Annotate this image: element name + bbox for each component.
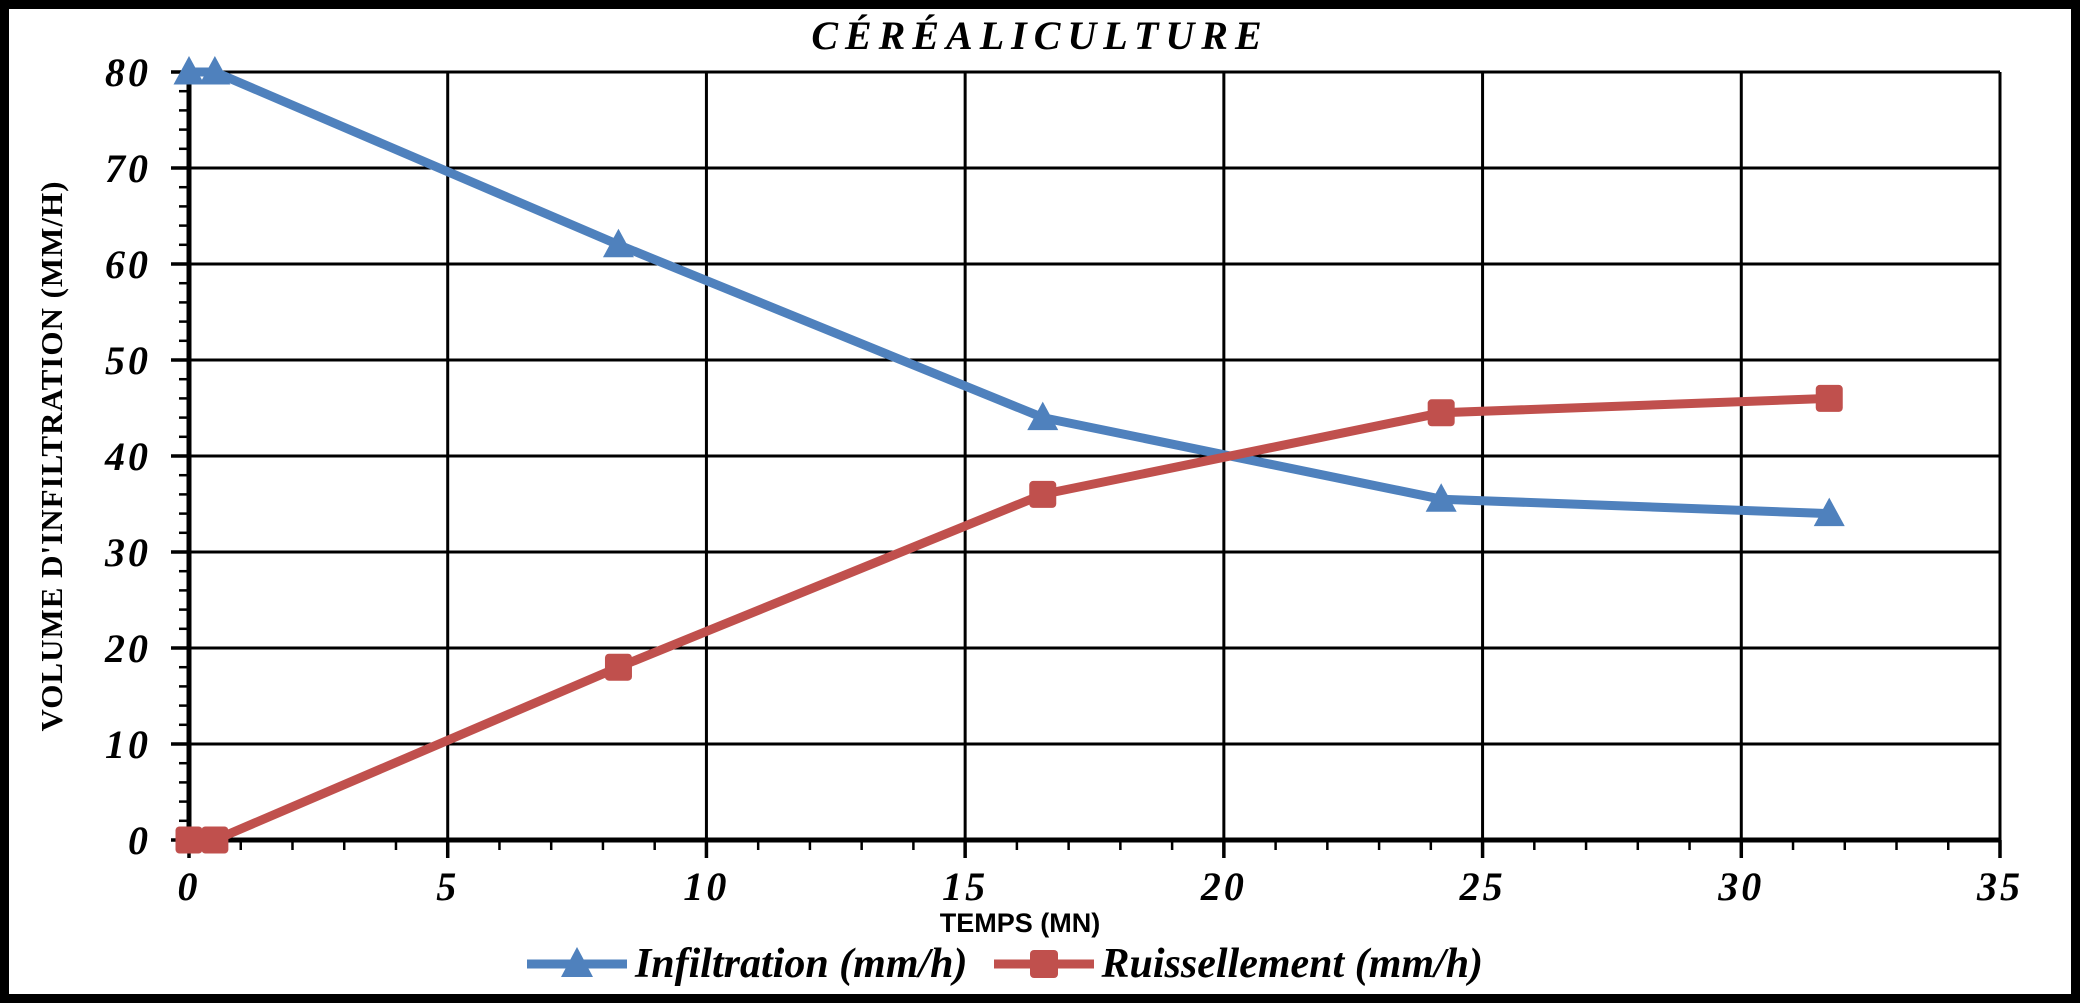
svg-text:30: 30: [1717, 864, 1764, 909]
svg-text:20: 20: [104, 626, 151, 671]
svg-text:5: 5: [436, 864, 459, 909]
legend-item-ruissellement: Ruissellement (mm/h): [993, 940, 1484, 988]
legend-item-infiltration: Infiltration (mm/h): [526, 940, 968, 988]
svg-text:0: 0: [178, 864, 201, 909]
svg-text:0: 0: [128, 818, 151, 863]
legend-label-ruissellement: Ruissellement (mm/h): [1101, 941, 1484, 987]
svg-text:30: 30: [104, 530, 151, 575]
ruissellement-square-marker-icon: [993, 950, 1094, 978]
svg-text:35: 35: [1976, 864, 2023, 909]
x-axis-title: TEMPS (MN): [939, 908, 1101, 938]
legend: Infiltration (mm/h) Ruissellement (mm/h): [0, 933, 2010, 995]
svg-text:80: 80: [105, 50, 151, 95]
svg-text:10: 10: [105, 722, 151, 767]
svg-text:50: 50: [105, 338, 151, 383]
svg-text:20: 20: [1200, 864, 1247, 909]
svg-text:15: 15: [942, 864, 988, 909]
legend-label-infiltration: Infiltration (mm/h): [634, 941, 968, 987]
svg-text:40: 40: [104, 434, 151, 479]
svg-text:10: 10: [683, 864, 729, 909]
svg-text:25: 25: [1459, 864, 1506, 909]
infiltration-triangle-marker-icon: [526, 947, 627, 977]
chart-title: CÉRÉALICULTURE: [811, 13, 1269, 58]
svg-text:60: 60: [105, 242, 151, 287]
svg-text:70: 70: [105, 146, 151, 191]
